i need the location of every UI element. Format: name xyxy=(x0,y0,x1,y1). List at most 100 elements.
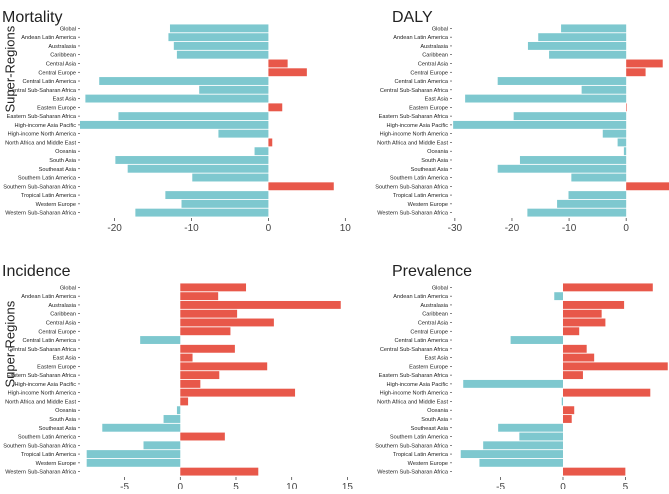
panel-2-title: DALY xyxy=(392,9,433,26)
panel-1-bar xyxy=(268,103,283,112)
panel-4-bar xyxy=(460,450,563,459)
y-axis-title-top-text: Super-Regions xyxy=(2,25,18,113)
panel-2-category-label: Oceania xyxy=(427,149,449,155)
panel-4-bar xyxy=(554,292,563,301)
panel-3-category-label: Oceania xyxy=(55,408,77,414)
panel-2-bar xyxy=(626,103,627,112)
panel-4-category-label: Central Europe xyxy=(410,329,448,335)
panel-3-bar xyxy=(163,415,181,423)
panel-4-category-label: Southern Sub-Saharan Africa xyxy=(375,443,449,449)
panel-4-category-label: Central Sub-Saharan Africa xyxy=(380,347,449,353)
panel-4-category-label: North Africa and Middle East xyxy=(377,399,448,405)
panel-1-xtick-label: 0 xyxy=(266,223,272,234)
panel-1-bar xyxy=(85,94,269,103)
panel-1-bar xyxy=(115,156,269,164)
panel-1-category-label: Andean Latin America xyxy=(21,35,77,41)
panel-1-category-label: Eastern Sub-Saharan Africa xyxy=(7,114,77,120)
panel-1-category-label: Central Latin America xyxy=(23,79,77,85)
panel-4-category-label: South Asia xyxy=(421,417,449,423)
panel-3-bar xyxy=(180,300,341,309)
panel-4-bar xyxy=(562,353,595,362)
panel-3-category-label: Tropical Latin America xyxy=(21,452,77,458)
panel-4-bar xyxy=(562,415,572,423)
panel-1-category-label: North Africa and Middle East xyxy=(5,140,76,146)
panel-3-bar xyxy=(176,406,181,415)
panel-2-bar xyxy=(561,24,627,33)
panel-4-title: Prevalence xyxy=(392,263,472,280)
panel-2-bar xyxy=(626,182,669,191)
panel-1-category-label: Western Sub-Saharan Africa xyxy=(5,211,77,217)
panel-3-bar xyxy=(180,327,231,336)
panel-1-bar xyxy=(181,199,269,208)
panel-4-category-label: Caribbean xyxy=(422,312,448,318)
panel-1-bar xyxy=(268,138,273,147)
panel-3-title: Incidence xyxy=(2,263,71,280)
panel-3-category-label: Western Sub-Saharan Africa xyxy=(5,470,77,476)
panel-3-xtick-label: 5 xyxy=(233,482,239,489)
panel-3-bar xyxy=(180,467,259,476)
panel-4-bar xyxy=(562,300,625,309)
panel-3-xtick-label: 10 xyxy=(286,482,298,489)
panel-4-category-label: High-income North America xyxy=(380,391,449,397)
panel-3-xtick-label: -5 xyxy=(120,482,129,489)
panel-2-category-label: Caribbean xyxy=(422,53,448,59)
panel-3-bar xyxy=(180,318,274,327)
panel-3-category-label: Western Europe xyxy=(36,461,76,467)
panel-2-category-label: Australasia xyxy=(420,44,449,50)
panel-2-category-label: Southeast Asia xyxy=(411,167,449,173)
panel-2-category-label: East Asia xyxy=(425,97,449,103)
panel-2-bar xyxy=(519,156,627,164)
panel-3-bar xyxy=(180,309,238,318)
panel-4-category-label: Western Sub-Saharan Africa xyxy=(377,470,449,476)
panel-4-bar xyxy=(562,283,653,292)
panel-2-bar xyxy=(581,85,627,94)
panel-2-bar xyxy=(465,94,627,103)
panel-2-category-label: Andean Latin America xyxy=(393,35,449,41)
panel-1-category-label: High-income North America xyxy=(8,132,77,138)
panel-1-bar xyxy=(218,129,269,138)
panel-4-category-label: Australasia xyxy=(420,303,449,309)
panel-4-xtick-label: 5 xyxy=(623,482,629,489)
panel-3-bar xyxy=(180,283,247,292)
panel-4-category-label: Southern Latin America xyxy=(390,435,449,441)
panel-1-xtick-label: -10 xyxy=(184,223,199,234)
panel-3-xtick-label: 15 xyxy=(342,482,354,489)
panel-4-category-label: Central Asia xyxy=(418,320,449,326)
panel-3-bar xyxy=(180,292,219,301)
panel-3-category-label: Southern Latin America xyxy=(18,435,77,441)
panel-4-bar xyxy=(483,441,563,450)
y-axis-title-top: Super-Regions xyxy=(0,25,20,115)
panel-3-bar xyxy=(86,450,181,459)
panel-2-category-label: High-income Asia Pacific xyxy=(386,123,448,129)
panel-2-category-label: Tropical Latin America xyxy=(393,193,449,199)
panel-1-bar xyxy=(173,41,269,50)
panel-1-category-label: Australasia xyxy=(48,44,77,50)
panel-4-category-label: East Asia xyxy=(425,356,449,362)
panel-2-category-label: Eastern Europe xyxy=(409,105,448,111)
panel-4-bar xyxy=(562,371,583,380)
panel-1-category-label: Southern Sub-Saharan Africa xyxy=(3,184,77,190)
panel-2-category-label: Central Sub-Saharan Africa xyxy=(380,88,449,94)
panel-2-bar xyxy=(557,199,627,208)
panel-4-bar xyxy=(562,388,651,397)
panel-1-bar xyxy=(99,77,269,85)
panel-4-category-label: Western Europe xyxy=(408,461,448,467)
panel-2-bar xyxy=(602,129,627,138)
panel-4-bar xyxy=(463,379,563,388)
panel-2-category-label: Global xyxy=(432,26,448,32)
panel-4-category-label: Southeast Asia xyxy=(411,426,449,432)
panel-2-bar xyxy=(453,120,627,129)
panel-3-category-label: North Africa and Middle East xyxy=(5,399,76,405)
panel-1-bar xyxy=(192,173,269,182)
panel-1-category-label: South Asia xyxy=(49,158,77,164)
panel-1-bar xyxy=(199,85,269,94)
panel-2-category-label: Southern Sub-Saharan Africa xyxy=(375,184,449,190)
panel-3-category-label: Caribbean xyxy=(50,312,76,318)
panel-4-category-label: Tropical Latin America xyxy=(393,452,449,458)
panel-1-category-label: Tropical Latin America xyxy=(21,193,77,199)
panel-3-category-label: Central Sub-Saharan Africa xyxy=(8,347,77,353)
panel-4-bar xyxy=(562,406,575,415)
panel-3-category-label: East Asia xyxy=(53,356,77,362)
